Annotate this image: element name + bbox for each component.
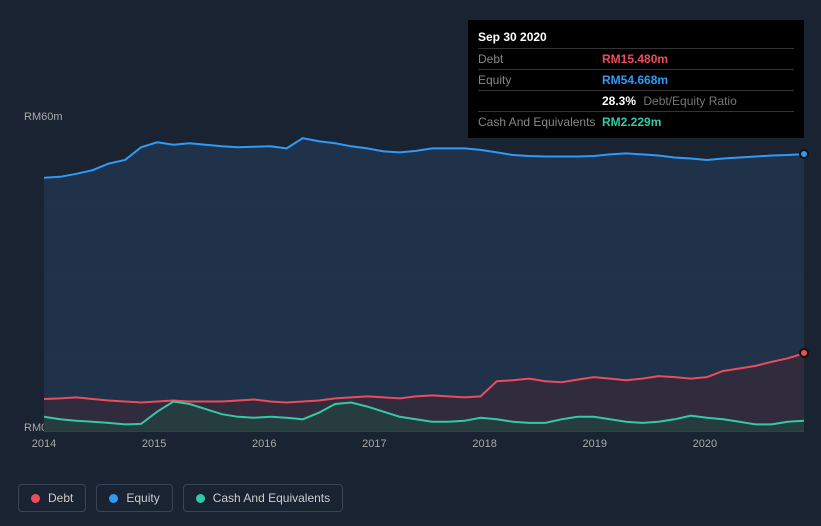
- tooltip-row: 28.3% Debt/Equity Ratio: [478, 90, 794, 111]
- tooltip-row-secondary: Debt/Equity Ratio: [640, 94, 737, 108]
- tooltip-row-label: Cash And Equivalents: [478, 115, 602, 129]
- tooltip-row-value: RM2.229m: [602, 115, 661, 129]
- legend-label-debt: Debt: [48, 491, 73, 505]
- tooltip-row-value: 28.3% Debt/Equity Ratio: [602, 94, 737, 108]
- tooltip-row-value: RM15.480m: [602, 52, 668, 66]
- legend-item-equity[interactable]: Equity: [96, 484, 172, 512]
- tooltip-row-label: Debt: [478, 52, 602, 66]
- legend-item-cash[interactable]: Cash And Equivalents: [183, 484, 343, 512]
- x-axis-tick: 2014: [32, 438, 56, 450]
- tooltip-row-label: [478, 94, 602, 108]
- legend-dot-equity: [109, 494, 118, 503]
- legend-dot-debt: [31, 494, 40, 503]
- y-axis-max-label: RM60m: [24, 111, 63, 123]
- x-axis: 2014201520162017201820192020: [44, 438, 804, 454]
- legend-label-cash: Cash And Equivalents: [213, 491, 330, 505]
- x-axis-tick: 2019: [582, 438, 606, 450]
- tooltip-row: DebtRM15.480m: [478, 48, 794, 69]
- equity-end-marker: [799, 149, 809, 159]
- x-axis-tick: 2016: [252, 438, 276, 450]
- debt-equity-chart: RM60m RM0 2014201520162017201820192020: [18, 115, 804, 460]
- tooltip-row-value: RM54.668m: [602, 73, 668, 87]
- debt-end-marker: [799, 348, 809, 358]
- chart-plot-area[interactable]: [44, 127, 804, 432]
- tooltip-row: EquityRM54.668m: [478, 69, 794, 90]
- legend-dot-cash: [196, 494, 205, 503]
- tooltip-date: Sep 30 2020: [478, 26, 794, 48]
- x-axis-tick: 2015: [142, 438, 166, 450]
- legend-item-debt[interactable]: Debt: [18, 484, 86, 512]
- x-axis-tick: 2020: [693, 438, 717, 450]
- tooltip-panel: Sep 30 2020 DebtRM15.480mEquityRM54.668m…: [468, 20, 804, 138]
- chart-legend: Debt Equity Cash And Equivalents: [18, 484, 343, 512]
- tooltip-row: Cash And EquivalentsRM2.229m: [478, 111, 794, 132]
- x-axis-tick: 2017: [362, 438, 386, 450]
- x-axis-tick: 2018: [472, 438, 496, 450]
- legend-label-equity: Equity: [126, 491, 159, 505]
- tooltip-row-label: Equity: [478, 73, 602, 87]
